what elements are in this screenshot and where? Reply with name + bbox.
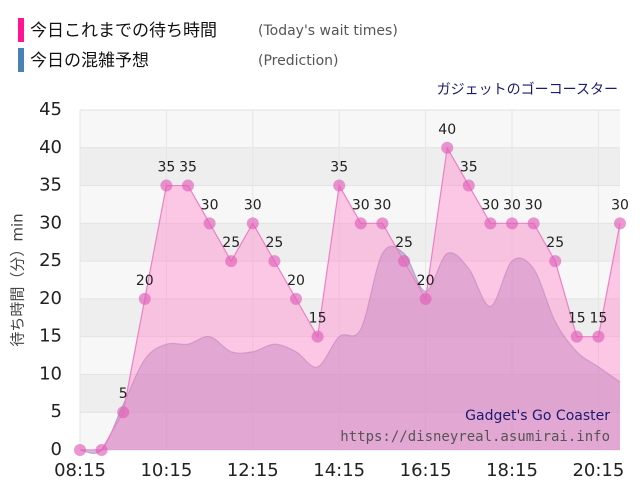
point: [203, 217, 216, 230]
x-tick-label: 10:15: [140, 460, 192, 481]
point: [74, 444, 86, 456]
x-tick-label: 20:15: [572, 460, 624, 481]
point: [484, 217, 497, 230]
legend-swatch: [18, 18, 24, 42]
y-tick-label: 5: [51, 401, 62, 422]
point: [246, 217, 259, 230]
y-tick-label: 30: [39, 212, 62, 233]
watermark: Gadget's Go Coaster: [465, 408, 610, 424]
y-tick-label: 10: [39, 363, 62, 384]
grid-band: [80, 147, 620, 186]
data-label: 35: [460, 160, 478, 176]
y-axis-label: 待ち時間（分）min: [9, 213, 27, 346]
point: [268, 255, 281, 268]
grid-band: [80, 298, 620, 337]
data-label: 30: [352, 197, 370, 213]
data-label: 40: [438, 122, 456, 138]
grid-band: [80, 374, 620, 413]
point: [138, 292, 151, 305]
source: https://disneyreal.asumirai.info: [340, 429, 610, 445]
point: [570, 330, 583, 343]
y-tick-label: 20: [39, 288, 62, 309]
data-label: 30: [525, 197, 543, 213]
legend-swatch: [18, 48, 24, 72]
data-label: 30: [481, 197, 499, 213]
point: [506, 217, 518, 230]
data-label: 30: [611, 197, 629, 213]
point: [160, 179, 173, 192]
point: [419, 292, 432, 305]
data-label: 25: [395, 235, 413, 251]
data-label: 20: [417, 273, 435, 289]
data-label: 20: [136, 273, 154, 289]
point: [117, 406, 130, 419]
data-label: 30: [201, 197, 219, 213]
legend-note: (Prediction): [258, 53, 338, 69]
data-label: 25: [222, 235, 240, 251]
point: [182, 179, 194, 192]
legend-note: (Today's wait times): [258, 23, 398, 39]
data-label: 15: [309, 311, 327, 327]
point: [398, 255, 410, 268]
data-label: 30: [244, 197, 262, 213]
data-label: 30: [503, 197, 521, 213]
data-label: 35: [179, 160, 197, 176]
point: [614, 217, 626, 230]
chart-title: ガジェットのゴーコースター: [437, 81, 618, 98]
x-tick-label: 14:15: [313, 460, 365, 481]
y-tick-label: 35: [39, 175, 62, 196]
data-label: 35: [330, 160, 348, 176]
data-label: 25: [265, 235, 283, 251]
plot: 0 5 10 15 20 25 30 35 40 45 08:15 10:15 12:15 14:15 16…: [39, 99, 629, 481]
point: [549, 255, 562, 268]
point: [462, 179, 475, 192]
grid-band: [80, 223, 620, 262]
data-label: 20: [287, 273, 305, 289]
point: [592, 330, 605, 343]
x-tick-label: 12:15: [227, 460, 279, 481]
y-tick-label: 45: [39, 99, 62, 120]
legend-label: 今日これまでの待ち時間: [30, 21, 217, 41]
x-tick-label: 18:15: [486, 460, 538, 481]
point: [225, 255, 238, 268]
y-tick-label: 25: [39, 250, 62, 271]
data-label: 15: [568, 311, 586, 327]
y-tick-label: 40: [39, 137, 62, 158]
data-label: 15: [589, 311, 607, 327]
data-label: 5: [119, 386, 128, 402]
point: [441, 141, 454, 154]
point: [376, 217, 389, 230]
x-tick-label: 08:15: [54, 460, 106, 481]
point: [95, 444, 108, 456]
series-area: [80, 246, 620, 454]
data-label: 25: [546, 235, 564, 251]
point: [354, 217, 367, 230]
series-line: [79, 245, 621, 454]
point: [527, 217, 540, 230]
legend-label: 今日の混雑予想: [30, 51, 149, 71]
data-label: 35: [157, 160, 175, 176]
point: [290, 292, 302, 305]
point: [333, 179, 346, 192]
data-label: 30: [373, 197, 391, 213]
x-tick-label: 16:15: [400, 460, 452, 481]
point: [311, 330, 324, 343]
y-tick-label: 0: [51, 439, 62, 460]
y-tick-label: 15: [39, 326, 62, 347]
